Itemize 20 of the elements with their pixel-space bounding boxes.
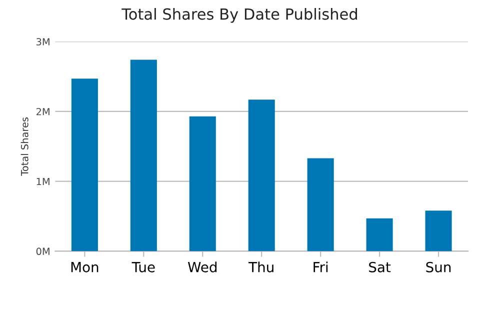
y-tick-label: 0M (36, 248, 50, 256)
y-tick-label: 1M (36, 178, 50, 186)
x-tick-label: Wed (188, 262, 217, 272)
bar (189, 116, 216, 252)
x-tick-label: Mon (71, 262, 98, 272)
chart-title: Total Shares By Date Published (122, 8, 357, 23)
bar (248, 100, 275, 252)
bar (425, 210, 452, 252)
y-tick-label: 3M (36, 38, 50, 46)
y-axis-title: Total Shares (20, 117, 28, 176)
x-tick-label: Thu (248, 262, 274, 272)
bar (366, 218, 393, 252)
x-tick-label: Sun (426, 262, 451, 272)
bar (307, 158, 334, 252)
x-tick-label: Fri (314, 262, 328, 272)
y-tick-label: 2M (36, 108, 50, 116)
x-tick-label: Tue (132, 262, 155, 272)
bar (130, 60, 157, 252)
bar (71, 78, 98, 252)
x-tick-label: Sat (369, 262, 391, 272)
